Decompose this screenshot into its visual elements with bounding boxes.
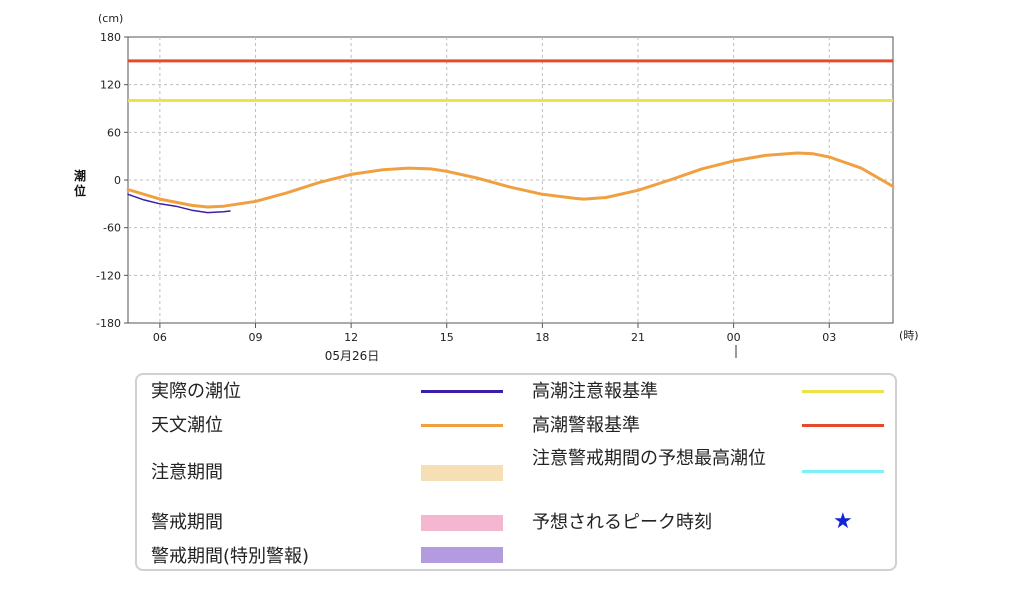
- astronomical-tide-line: [126, 151, 895, 209]
- legend-label: 天文潮位: [151, 415, 223, 436]
- y-axis-ticks: 180 120 60 0 -60 -120 -180: [96, 31, 128, 330]
- legend-label: 注意警戒期間の予想最高潮位: [532, 448, 766, 469]
- y-tick-label: 60: [107, 126, 121, 139]
- threshold-lines: [128, 59, 893, 103]
- legend-label: 予想されるピーク時刻: [532, 512, 712, 533]
- x-tick-label: 21: [631, 331, 645, 344]
- legend-label: 高潮注意報基準: [532, 381, 658, 402]
- y-tick-label: -180: [96, 317, 121, 330]
- x-unit-label: (時): [899, 329, 919, 342]
- x-tick-label: 12: [344, 331, 358, 344]
- x-tick-label: 09: [249, 331, 263, 344]
- legend-line-swatch: [421, 390, 503, 393]
- legend-band-swatch: [421, 515, 503, 531]
- date-label: 05月26日: [325, 349, 380, 363]
- x-tick-label: 15: [440, 331, 454, 344]
- grid-lines: [128, 37, 893, 323]
- y-tick-label: 180: [100, 31, 121, 44]
- y-tick-label: -120: [96, 269, 121, 282]
- legend-band-swatch: [421, 465, 503, 481]
- legend-line-swatch: [421, 424, 503, 427]
- x-tick-label: 00: [727, 331, 741, 344]
- legend-label: 高潮警報基準: [532, 415, 640, 436]
- legend-star-icon: ★: [833, 509, 853, 534]
- legend-line-swatch: [802, 424, 884, 427]
- legend: 実際の潮位天文潮位注意期間警戒期間警戒期間(特別警報) 高潮注意報基準 高潮警報基準…: [135, 373, 897, 571]
- x-tick-label: 06: [153, 331, 167, 344]
- legend-label: 警戒期間(特別警報): [151, 546, 310, 567]
- legend-label: 注意期間: [151, 462, 223, 483]
- legend-label: 警戒期間: [151, 512, 223, 533]
- y-tick-label: 0: [114, 174, 121, 187]
- tide-chart: 180 120 60 0 -60 -120 -180 06 09 12 15 18 21 00 03 (c…: [74, 12, 919, 363]
- y-axis-label: 潮位: [74, 168, 86, 198]
- y-unit-label: (cm): [98, 12, 123, 25]
- legend-line-swatch: [802, 470, 884, 473]
- x-axis-ticks: 06 09 12 15 18 21 00 03: [153, 323, 836, 344]
- y-tick-label: -60: [103, 222, 121, 235]
- x-tick-label: 18: [535, 331, 549, 344]
- legend-band-swatch: [421, 547, 503, 563]
- y-tick-label: 120: [100, 79, 121, 92]
- legend-label: 実際の潮位: [151, 381, 241, 402]
- legend-line-swatch: [802, 390, 884, 393]
- actual-tide-line: [127, 193, 231, 214]
- x-tick-label: 03: [822, 331, 836, 344]
- series-lines: [126, 151, 895, 214]
